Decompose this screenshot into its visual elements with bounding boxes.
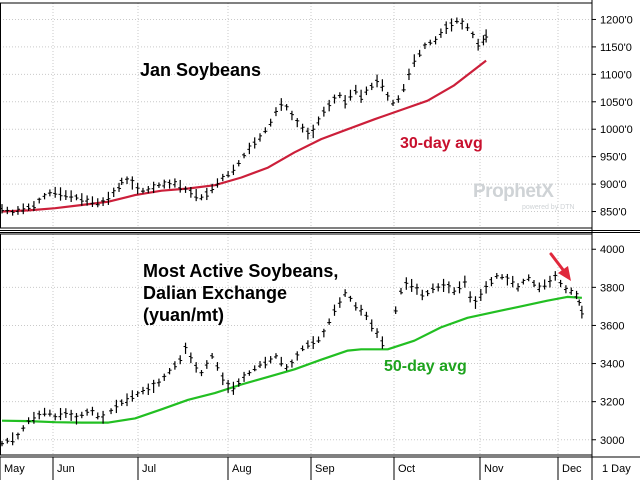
timeframe-label: 1 Day bbox=[602, 463, 631, 475]
annotation-layer bbox=[549, 252, 571, 281]
y-tick-label: 900'0 bbox=[600, 179, 627, 191]
powered-by-watermark: powered by DTN bbox=[522, 204, 575, 211]
y-tick-label: 950'0 bbox=[600, 152, 627, 164]
y-tick-label: 1200'0 bbox=[600, 14, 633, 26]
y-tick-label: 3600 bbox=[600, 320, 624, 332]
moving-average-line-50 bbox=[1, 295, 582, 424]
x-tick-label: Jul bbox=[142, 463, 156, 475]
x-tick-label: Jun bbox=[57, 463, 75, 475]
y-tick-label: 4000 bbox=[600, 244, 624, 256]
x-tick-label: Aug bbox=[232, 463, 252, 475]
bottom-title-line-1: Most Active Soybeans, bbox=[143, 261, 339, 281]
bottom-chart-title: Most Active Soybeans, Dalian Exchange (y… bbox=[143, 260, 338, 326]
y-tick-label: 1150'0 bbox=[600, 42, 632, 54]
top-ma-label: 30-day avg bbox=[400, 135, 483, 152]
x-tick-label: Nov bbox=[484, 463, 504, 475]
top-chart-title: Jan Soybeans bbox=[140, 60, 262, 80]
y-tick-label: 1000'0 bbox=[600, 124, 633, 136]
red-arrow-head bbox=[558, 266, 571, 281]
y-tick-label: 850'0 bbox=[600, 207, 627, 219]
bottom-title-line-2: Dalian Exchange bbox=[143, 283, 288, 303]
y-tick-label: 3800 bbox=[600, 282, 624, 294]
bottom-ma-label: 50-day avg bbox=[384, 358, 467, 375]
price-bar-layer bbox=[0, 17, 584, 447]
y-tick-label: 3400 bbox=[600, 359, 624, 371]
x-tick-label: May bbox=[4, 463, 25, 475]
axis-layer: 1200'0 1150'0 1100'0 1050'0 1000'0 950'0 900'0… bbox=[0, 14, 633, 480]
bottom-title-line-3: (yuan/mt) bbox=[143, 305, 224, 325]
x-tick-label: Dec bbox=[562, 463, 582, 475]
prophetx-watermark: ProphetX bbox=[473, 181, 554, 202]
x-tick-label: Sep bbox=[315, 463, 335, 475]
y-tick-label: 3200 bbox=[600, 397, 624, 409]
x-tick-label: Oct bbox=[398, 463, 415, 475]
y-tick-label: 1050'0 bbox=[600, 97, 633, 109]
y-tick-label: 1100'0 bbox=[600, 69, 632, 81]
y-tick-label: 3000 bbox=[600, 435, 624, 447]
grid-layer bbox=[0, 3, 592, 455]
